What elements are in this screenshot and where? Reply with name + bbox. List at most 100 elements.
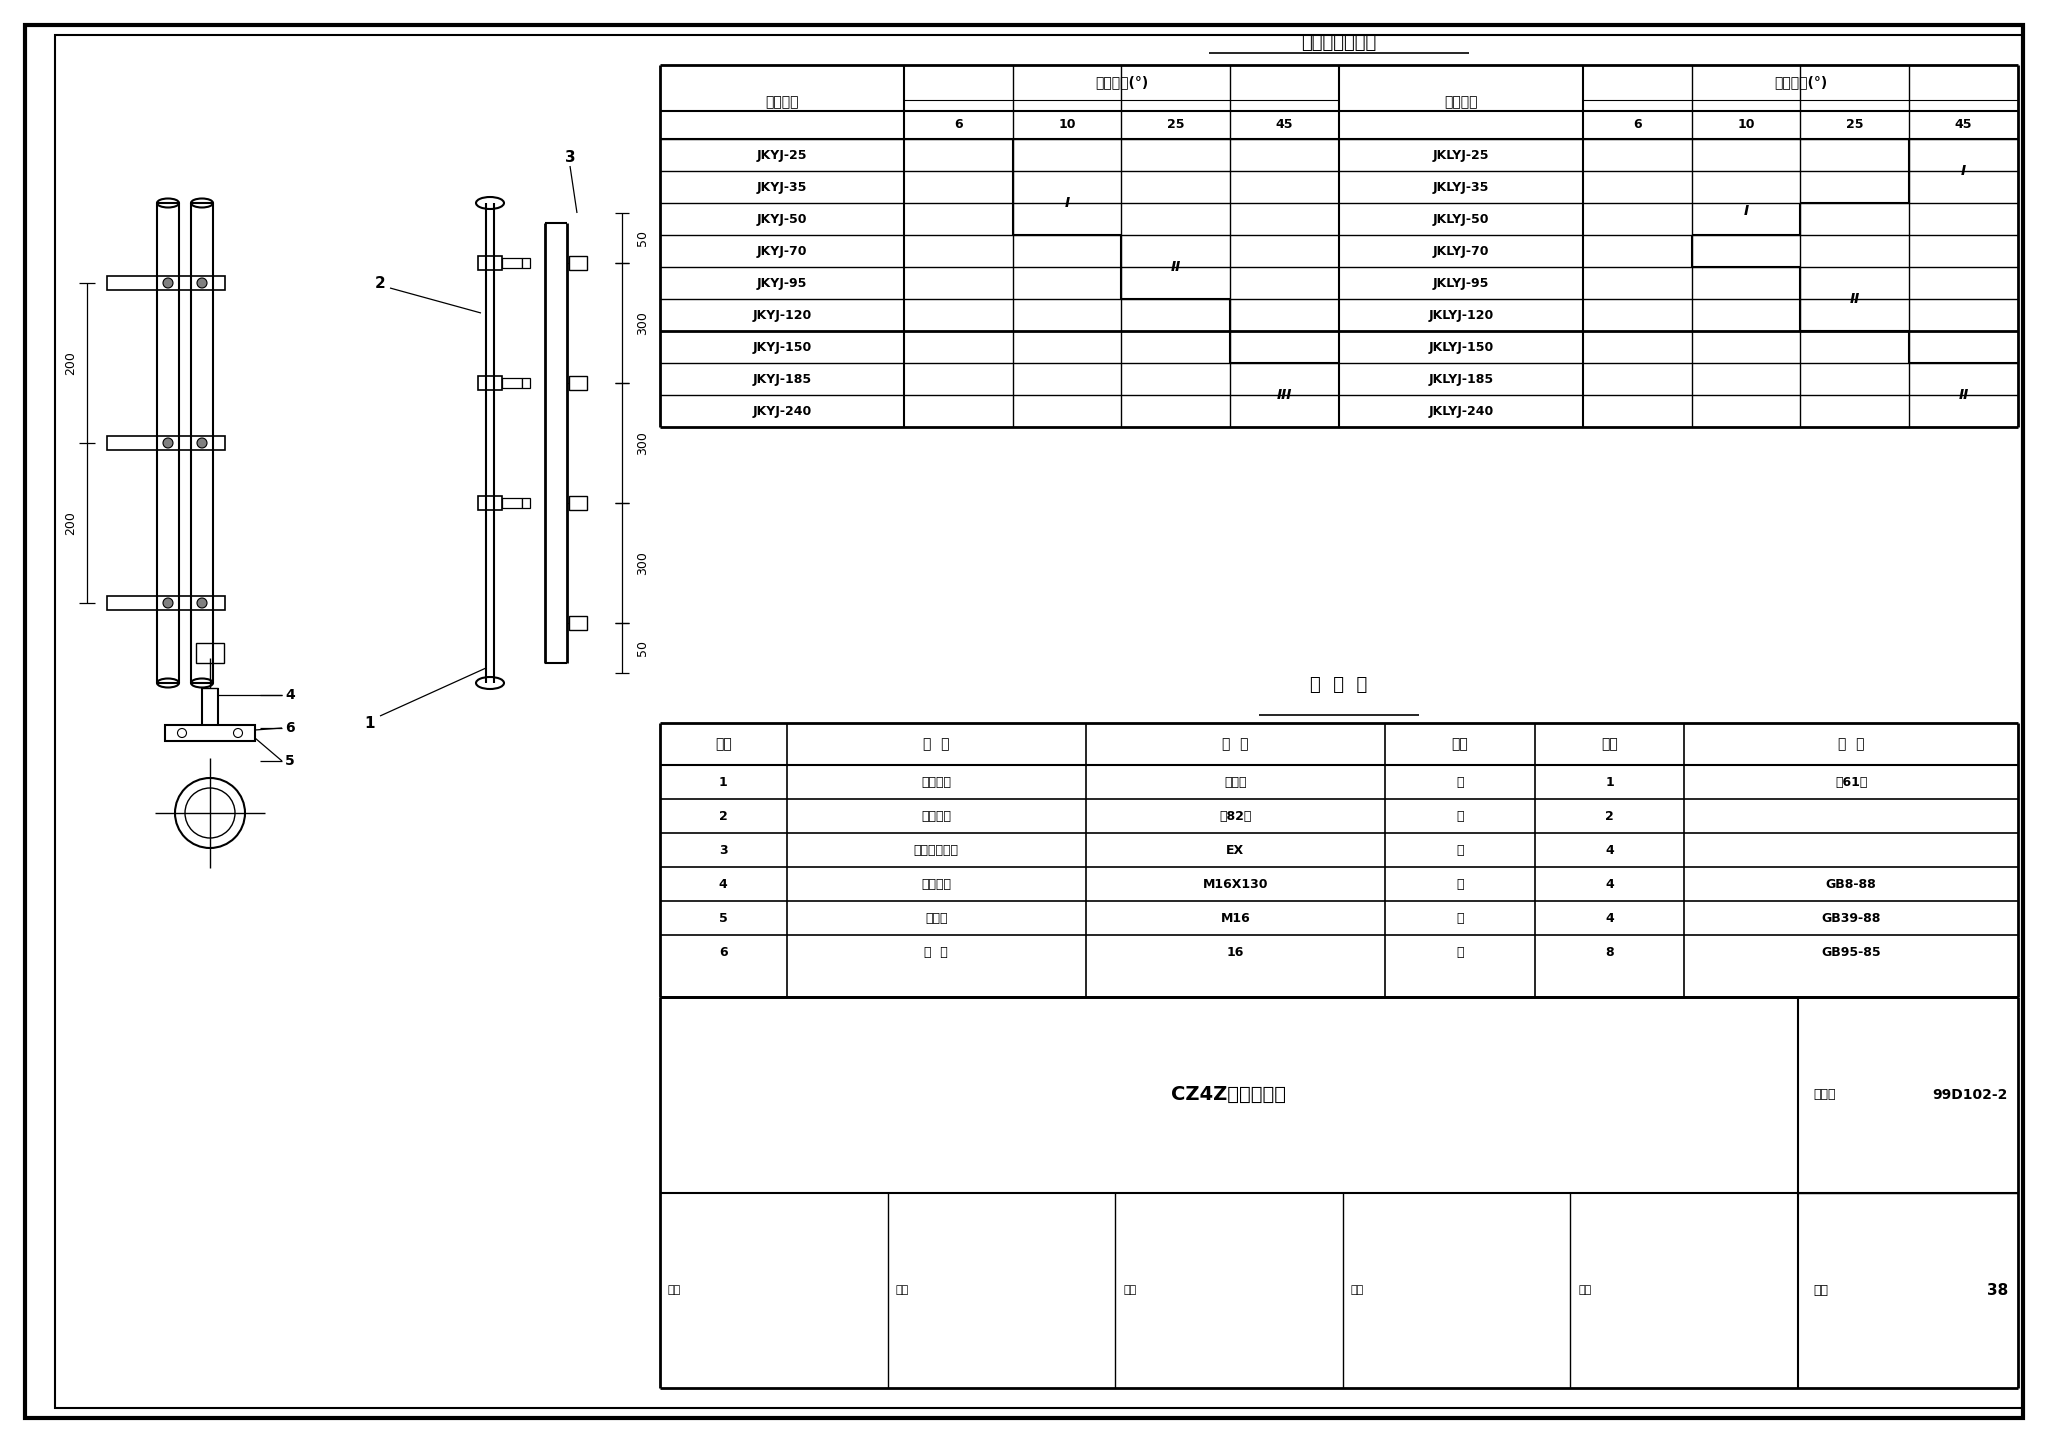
Text: 页号: 页号 bbox=[1812, 1284, 1829, 1297]
Text: 10: 10 bbox=[1737, 118, 1755, 131]
Text: 4: 4 bbox=[1606, 877, 1614, 890]
Text: 附  注: 附 注 bbox=[1837, 737, 1864, 750]
Text: 1: 1 bbox=[1606, 775, 1614, 788]
Text: 1: 1 bbox=[365, 716, 375, 730]
Text: 见61页: 见61页 bbox=[1835, 775, 1868, 788]
Circle shape bbox=[174, 778, 246, 848]
Bar bbox=[197, 644, 223, 662]
Text: 槽钢抱箍: 槽钢抱箍 bbox=[922, 810, 950, 823]
Text: 5: 5 bbox=[285, 755, 295, 768]
Text: 300: 300 bbox=[637, 312, 649, 335]
Text: I: I bbox=[1743, 203, 1749, 218]
Bar bbox=[569, 616, 588, 631]
Text: 见上表: 见上表 bbox=[1225, 775, 1247, 788]
Text: JKYJ-50: JKYJ-50 bbox=[758, 212, 807, 225]
Text: 4: 4 bbox=[285, 688, 295, 701]
Ellipse shape bbox=[190, 678, 213, 687]
Text: 200: 200 bbox=[63, 511, 78, 535]
Text: 16: 16 bbox=[1227, 945, 1243, 958]
Text: 设计: 设计 bbox=[1122, 1286, 1137, 1296]
Text: 槽钢横担选择表: 槽钢横担选择表 bbox=[1300, 35, 1376, 52]
Text: 6: 6 bbox=[954, 118, 963, 131]
Text: II: II bbox=[1171, 260, 1182, 274]
Text: 垫  圈: 垫 圈 bbox=[924, 945, 948, 958]
Circle shape bbox=[164, 597, 172, 608]
Bar bbox=[106, 276, 225, 290]
Text: 明  细  表: 明 细 表 bbox=[1311, 675, 1368, 694]
Text: 4: 4 bbox=[1606, 844, 1614, 857]
Circle shape bbox=[197, 439, 207, 447]
Text: 单位: 单位 bbox=[1452, 737, 1468, 750]
Text: 6: 6 bbox=[1632, 118, 1642, 131]
Text: 根: 根 bbox=[1456, 775, 1464, 788]
Text: 个: 个 bbox=[1456, 877, 1464, 890]
Text: GB8-88: GB8-88 bbox=[1825, 877, 1876, 890]
Text: 2: 2 bbox=[719, 810, 727, 823]
Bar bbox=[477, 255, 502, 270]
Text: 4: 4 bbox=[719, 877, 727, 890]
Text: 50: 50 bbox=[637, 641, 649, 657]
Text: 个: 个 bbox=[1456, 912, 1464, 925]
Text: 4: 4 bbox=[1606, 912, 1614, 925]
Bar bbox=[522, 378, 530, 388]
Text: 99D102-2: 99D102-2 bbox=[1933, 1088, 2007, 1102]
Text: 300: 300 bbox=[637, 431, 649, 455]
Text: 方螺母: 方螺母 bbox=[926, 912, 948, 925]
Text: 制图: 制图 bbox=[1352, 1286, 1364, 1296]
Text: II: II bbox=[1958, 388, 1968, 403]
Text: JKLYJ-120: JKLYJ-120 bbox=[1427, 309, 1493, 322]
Text: 图集号: 图集号 bbox=[1812, 1088, 1835, 1101]
Ellipse shape bbox=[475, 677, 504, 688]
Circle shape bbox=[164, 439, 172, 447]
Text: JKYJ-35: JKYJ-35 bbox=[758, 180, 807, 193]
Text: 审核: 审核 bbox=[668, 1286, 682, 1296]
Circle shape bbox=[197, 597, 207, 608]
Circle shape bbox=[178, 729, 186, 737]
Text: 200: 200 bbox=[63, 351, 78, 375]
Bar bbox=[502, 258, 522, 268]
Text: JKLYJ-240: JKLYJ-240 bbox=[1427, 404, 1493, 417]
Text: 页号: 页号 bbox=[1579, 1286, 1591, 1296]
Ellipse shape bbox=[190, 199, 213, 208]
Circle shape bbox=[197, 278, 207, 289]
Bar bbox=[106, 436, 225, 450]
Text: 2: 2 bbox=[375, 276, 385, 290]
Bar bbox=[502, 498, 522, 508]
Text: 300: 300 bbox=[637, 551, 649, 574]
Text: 线路转角(°): 线路转角(°) bbox=[1096, 75, 1149, 89]
Text: JKLYJ-25: JKLYJ-25 bbox=[1434, 149, 1489, 162]
Text: 3: 3 bbox=[565, 150, 575, 166]
Bar bbox=[166, 724, 256, 742]
Text: M16X130: M16X130 bbox=[1202, 877, 1268, 890]
Text: JKLYJ-35: JKLYJ-35 bbox=[1434, 180, 1489, 193]
Text: CZ4Z横担组装图: CZ4Z横担组装图 bbox=[1171, 1085, 1286, 1104]
Text: JKLYJ-185: JKLYJ-185 bbox=[1427, 372, 1493, 385]
Text: 38: 38 bbox=[1987, 1283, 2007, 1297]
Text: M16: M16 bbox=[1221, 912, 1249, 925]
Text: JKYJ-25: JKYJ-25 bbox=[758, 149, 807, 162]
Text: 导线规格: 导线规格 bbox=[1444, 95, 1479, 110]
Text: 导线规格: 导线规格 bbox=[766, 95, 799, 110]
Text: GB39-88: GB39-88 bbox=[1821, 912, 1880, 925]
Text: 数量: 数量 bbox=[1602, 737, 1618, 750]
Ellipse shape bbox=[475, 198, 504, 209]
Text: 方头螺栓: 方头螺栓 bbox=[922, 877, 950, 890]
Text: 3: 3 bbox=[719, 844, 727, 857]
Text: 25: 25 bbox=[1845, 118, 1864, 131]
Text: 25: 25 bbox=[1167, 118, 1184, 131]
Text: JKLYJ-50: JKLYJ-50 bbox=[1434, 212, 1489, 225]
Bar bbox=[569, 496, 588, 509]
Text: JKYJ-150: JKYJ-150 bbox=[752, 341, 811, 354]
Text: 6: 6 bbox=[719, 945, 727, 958]
Text: 2: 2 bbox=[1606, 810, 1614, 823]
Text: JKLYJ-70: JKLYJ-70 bbox=[1434, 244, 1489, 257]
Text: 名  称: 名 称 bbox=[924, 737, 950, 750]
Circle shape bbox=[164, 278, 172, 289]
Bar bbox=[477, 496, 502, 509]
Text: JKLYJ-95: JKLYJ-95 bbox=[1434, 277, 1489, 290]
Circle shape bbox=[233, 729, 242, 737]
Text: JKYJ-185: JKYJ-185 bbox=[752, 372, 811, 385]
Text: 45: 45 bbox=[1956, 118, 1972, 131]
Text: 50: 50 bbox=[637, 229, 649, 245]
Bar bbox=[569, 255, 588, 270]
